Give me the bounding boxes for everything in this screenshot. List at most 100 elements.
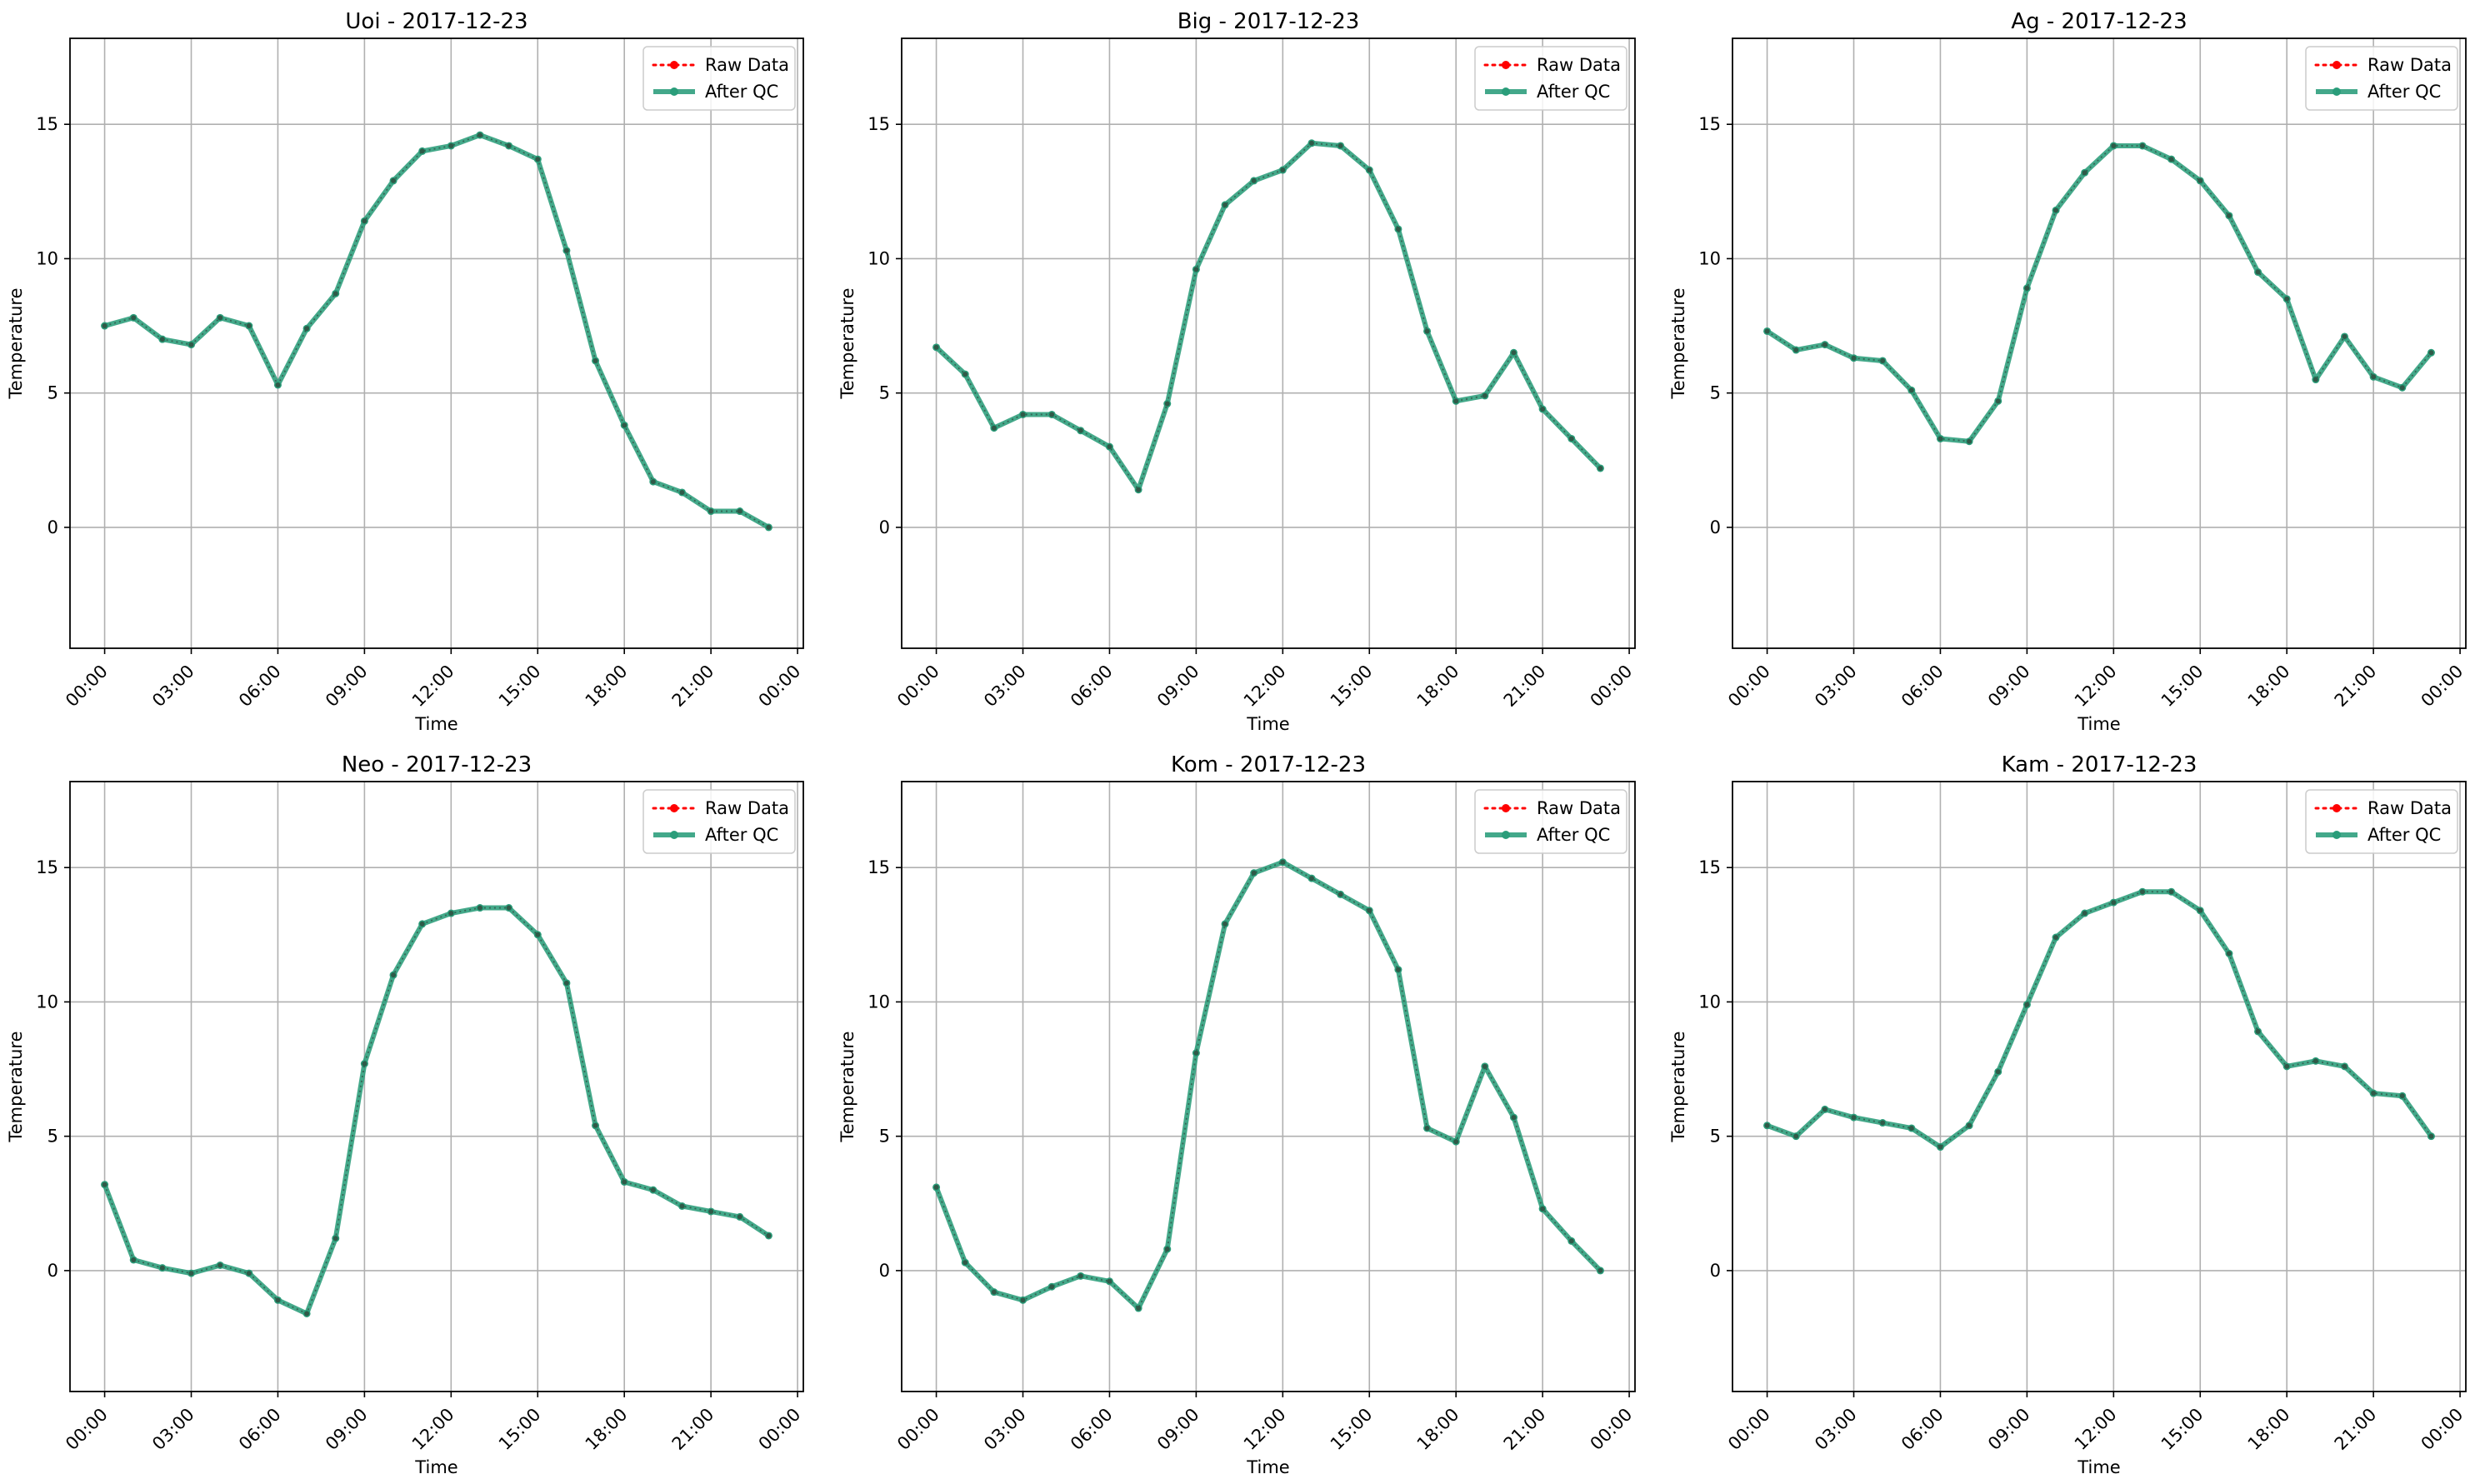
- raw-data-point: [159, 1265, 165, 1271]
- raw-data-point: [2399, 385, 2405, 391]
- raw-data-point: [1453, 1139, 1459, 1145]
- raw-data-point: [2082, 170, 2088, 176]
- raw-data-point: [506, 142, 512, 148]
- subplot-title: Uoi - 2017-12-23: [345, 9, 528, 34]
- legend-qc-marker: [670, 831, 678, 839]
- raw-data-point: [102, 1182, 108, 1187]
- legend-qc-label: After QC: [705, 825, 778, 845]
- raw-data-point: [535, 932, 541, 937]
- x-axis-label: Time: [414, 714, 458, 734]
- raw-data-point: [766, 1232, 772, 1238]
- raw-data-point: [622, 422, 628, 428]
- legend-raw-marker: [670, 61, 678, 69]
- raw-data-point: [1367, 167, 1372, 173]
- y-tick-label: 15: [868, 114, 890, 134]
- raw-data-point: [2168, 157, 2174, 162]
- x-axis-label: Time: [414, 1457, 458, 1477]
- raw-data-point: [679, 489, 685, 495]
- raw-data-point: [1367, 907, 1372, 913]
- legend-raw-label: Raw Data: [1537, 55, 1621, 75]
- raw-data-point: [1395, 226, 1401, 232]
- raw-data-point: [592, 357, 598, 363]
- raw-data-point: [2168, 889, 2174, 895]
- raw-data-point: [2198, 177, 2203, 183]
- raw-data-point: [1764, 328, 1770, 334]
- raw-data-point: [563, 980, 569, 986]
- raw-data-point: [131, 315, 137, 321]
- raw-data-point: [1338, 142, 1343, 148]
- raw-data-point: [2399, 1093, 2405, 1099]
- raw-data-point: [1764, 1122, 1770, 1128]
- y-tick-label: 0: [1710, 1261, 1721, 1281]
- subplot-title: Kam - 2017-12-23: [2002, 752, 2198, 777]
- legend-qc-label: After QC: [2368, 825, 2441, 845]
- raw-data-point: [1880, 1120, 1886, 1126]
- raw-data-point: [2428, 350, 2434, 356]
- legend-qc-label: After QC: [705, 82, 778, 102]
- raw-data-point: [1995, 1069, 2001, 1075]
- raw-data-point: [218, 1262, 223, 1268]
- raw-data-point: [1251, 177, 1257, 183]
- legend-qc-label: After QC: [1537, 82, 1610, 102]
- raw-data-point: [766, 524, 772, 530]
- legend-qc-label: After QC: [2368, 82, 2441, 102]
- legend-qc-marker: [2332, 87, 2341, 96]
- raw-data-point: [1136, 487, 1142, 492]
- y-tick-label: 0: [879, 1261, 890, 1281]
- legend: Raw Data After QC: [2305, 789, 2458, 854]
- y-tick-label: 0: [879, 517, 890, 537]
- legend-raw-marker: [670, 804, 678, 812]
- raw-data-point: [1540, 1206, 1546, 1212]
- raw-data-point: [131, 1257, 137, 1262]
- raw-data-point: [218, 315, 223, 321]
- raw-data-point: [2342, 333, 2348, 339]
- raw-data-point: [1164, 401, 1170, 407]
- raw-data-point: [2226, 212, 2232, 218]
- subplot-2: 00:00 03:00 06:00 09:00 12:00 15:00 18:00 21:00…: [838, 9, 1636, 734]
- raw-data-point: [188, 342, 194, 347]
- raw-data-point: [2371, 374, 2377, 380]
- raw-data-point: [2111, 900, 2117, 906]
- raw-data-point: [1880, 357, 1886, 363]
- raw-data-point: [1193, 1050, 1199, 1056]
- y-tick-label: 5: [48, 1127, 58, 1147]
- raw-data-point: [1568, 436, 1574, 442]
- raw-data-point: [188, 1271, 194, 1277]
- raw-data-point: [1020, 412, 1026, 417]
- legend: Raw Data After QC: [642, 46, 796, 111]
- y-axis-label: Temperature: [1668, 1031, 1688, 1142]
- raw-data-point: [1511, 1115, 1517, 1121]
- raw-data-point: [1851, 1115, 1857, 1121]
- raw-data-point: [332, 291, 338, 297]
- y-tick-label: 10: [868, 992, 890, 1012]
- raw-data-point: [2428, 1133, 2434, 1139]
- raw-data-point: [1308, 876, 1314, 882]
- raw-data-point: [1482, 392, 1488, 398]
- y-tick-label: 10: [1698, 248, 1721, 268]
- raw-data-point: [362, 1061, 368, 1067]
- raw-data-point: [1995, 398, 2001, 404]
- raw-data-point: [2053, 935, 2059, 941]
- y-axis-label: Temperature: [6, 287, 26, 399]
- legend-raw-label: Raw Data: [2368, 55, 2452, 75]
- raw-data-point: [448, 911, 454, 917]
- raw-data-point: [391, 177, 397, 183]
- y-tick-label: 15: [36, 857, 58, 877]
- raw-data-point: [962, 1260, 968, 1266]
- raw-data-point: [1822, 1107, 1828, 1112]
- raw-data-point: [2371, 1091, 2377, 1097]
- legend-raw-marker: [2332, 61, 2341, 69]
- raw-data-point: [1793, 347, 1799, 353]
- plot-frame: [1732, 37, 2467, 649]
- raw-data-point: [1020, 1297, 1026, 1303]
- raw-data-point: [650, 479, 656, 485]
- raw-data-point: [592, 1122, 598, 1128]
- raw-data-line: [935, 142, 1602, 492]
- raw-data-point: [1107, 444, 1112, 450]
- raw-data-point: [1395, 967, 1401, 972]
- raw-data-point: [1308, 140, 1314, 146]
- y-tick-label: 15: [36, 114, 58, 134]
- after-qc-line: [1764, 889, 2434, 1150]
- y-tick-label: 15: [1698, 114, 1721, 134]
- raw-data-point: [1967, 438, 1972, 444]
